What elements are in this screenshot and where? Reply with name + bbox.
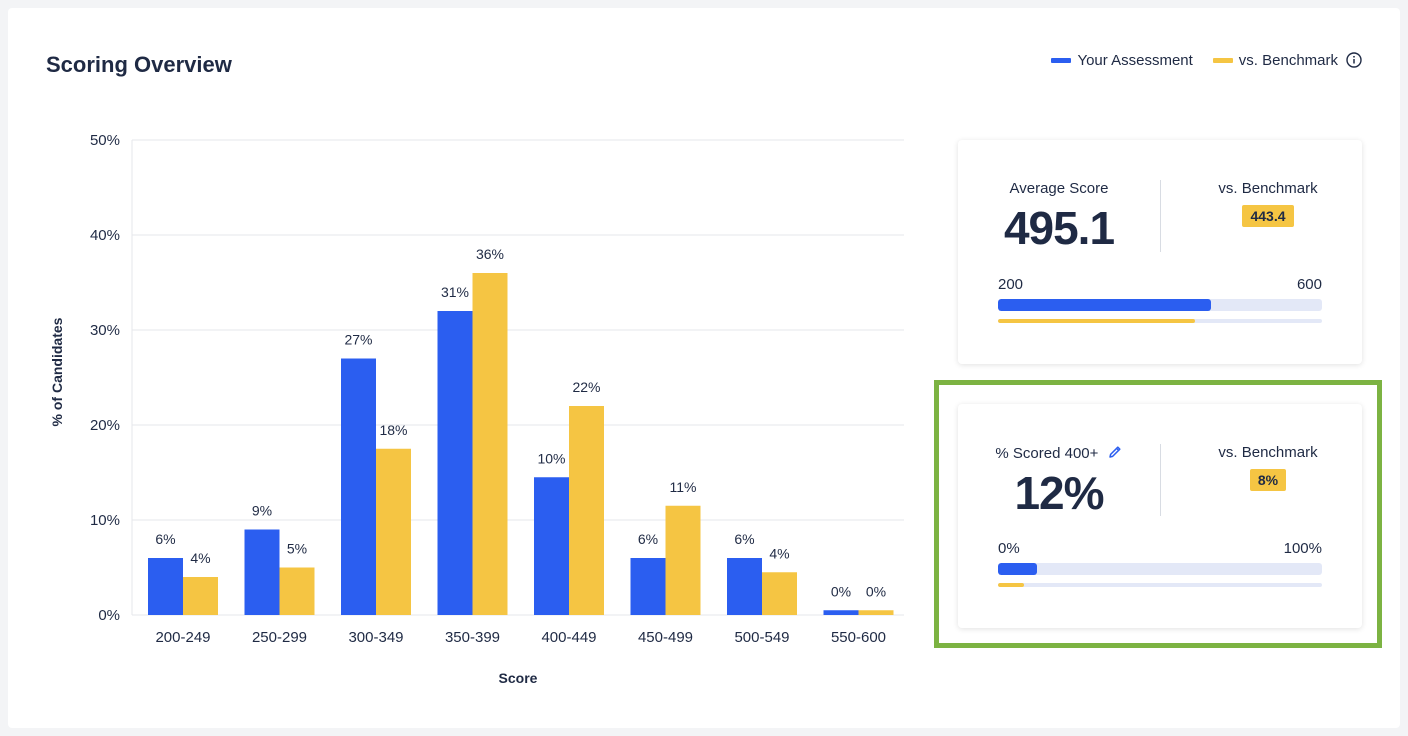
x-tick-label: 250-299	[252, 629, 307, 646]
bar-value-label: 4%	[190, 550, 210, 566]
y-tick-label: 10%	[90, 512, 120, 529]
legend-label-benchmark: vs. Benchmark	[1238, 51, 1338, 69]
average-range-min: 200	[998, 276, 1024, 293]
bar-value-label: 0%	[866, 583, 886, 599]
bar-assessment	[148, 558, 183, 615]
legend-item-benchmark: vs. Benchmark	[1212, 51, 1338, 69]
bar-value-label: 4%	[769, 545, 789, 561]
average-benchmark-fill	[998, 319, 1196, 323]
bar-value-label: 27%	[344, 332, 372, 348]
average-assessment-track	[998, 299, 1322, 311]
x-tick-label: 550-600	[831, 629, 886, 646]
scored-benchmark-badge: 8%	[1249, 469, 1287, 491]
x-tick-label: 350-399	[445, 629, 500, 646]
highlight-frame	[934, 380, 1382, 648]
y-tick-label: 0%	[98, 607, 120, 624]
bar-benchmark	[183, 577, 218, 615]
bar-assessment	[630, 558, 666, 615]
stat-divider	[1160, 444, 1161, 516]
bar-value-label: 6%	[734, 531, 754, 547]
average-benchmark-label: vs. Benchmark	[1218, 180, 1318, 197]
bar-assessment	[534, 477, 569, 615]
scored-assessment-track	[998, 563, 1322, 575]
x-tick-label: 200-249	[155, 629, 210, 646]
legend-item-assessment: Your Assessment	[1051, 51, 1193, 69]
x-axis-title: Score	[499, 670, 538, 686]
y-tick-label: 20%	[90, 417, 120, 434]
average-benchmark-badge: 443.4	[1242, 205, 1294, 227]
average-benchmark-track	[998, 319, 1322, 323]
chart-legend: Your Assessment vs. Benchmark	[1051, 50, 1362, 70]
bar-value-label: 10%	[537, 450, 565, 466]
x-tick-label: 500-549	[734, 629, 789, 646]
scored-benchmark-fill	[998, 583, 1024, 587]
bar-assessment	[244, 529, 280, 615]
bar-value-label: 9%	[252, 503, 272, 519]
bar-benchmark	[762, 572, 797, 615]
y-axis-title: % of Candidates	[49, 317, 65, 426]
page-title: Scoring Overview	[46, 52, 232, 77]
bar-benchmark	[665, 505, 701, 615]
x-tick-label: 450-499	[638, 629, 693, 646]
bar-value-label: 36%	[476, 246, 504, 262]
average-score-value: 495.1	[1003, 202, 1115, 254]
scored-range-labels: 0% 100%	[998, 540, 1322, 557]
bar-value-label: 31%	[441, 284, 469, 300]
legend-swatch-assessment	[1051, 57, 1072, 63]
scored-400-card: % Scored 400+ 12% vs. Benchmark 8% 0% 10…	[958, 404, 1362, 628]
y-tick-label: 50%	[90, 132, 120, 149]
scored-400-block: % Scored 400+ 12%	[958, 444, 1160, 520]
x-tick-label: 300-349	[348, 629, 403, 646]
scored-benchmark-label: vs. Benchmark	[1218, 444, 1318, 461]
y-tick-label: 40%	[90, 227, 120, 244]
bar-assessment	[727, 558, 762, 615]
bar-value-label: 0%	[831, 583, 851, 599]
score-distribution-chart: 0% 10% 20% 30% 40% 50% 6% 4% 200-249 9% 5% 250-299 2…	[49, 132, 904, 686]
average-score-card: Average Score 495.1 vs. Benchmark 443.4 …	[958, 140, 1362, 364]
x-tick-label: 400-449	[541, 629, 596, 646]
bar-benchmark	[279, 567, 315, 615]
average-score-label: Average Score	[1009, 180, 1109, 197]
bar-value-label: 5%	[287, 541, 307, 557]
bar-benchmark	[569, 406, 604, 615]
bar-benchmark	[376, 448, 411, 615]
bar-assessment	[341, 358, 376, 615]
legend-swatch-benchmark	[1212, 57, 1233, 63]
scored-benchmark-block: vs. Benchmark 8%	[1178, 444, 1358, 491]
average-range-labels: 200 600	[998, 276, 1322, 293]
bar-benchmark	[472, 273, 508, 615]
bar-assessment	[437, 311, 473, 615]
average-score-block: Average Score 495.1	[958, 180, 1160, 255]
scored-range-max: 100%	[1283, 540, 1322, 557]
bar-value-label: 6%	[638, 531, 658, 547]
average-range-max: 600	[1296, 276, 1322, 293]
scored-assessment-fill	[998, 563, 1037, 575]
stat-divider	[1160, 180, 1161, 252]
scored-400-label-row: % Scored 400+	[958, 444, 1160, 462]
pencil-icon[interactable]	[1107, 444, 1123, 460]
scored-range-min: 0%	[998, 540, 1020, 557]
y-tick-label: 30%	[90, 322, 120, 339]
bar-benchmark	[858, 610, 894, 615]
bar-value-label: 22%	[572, 379, 600, 395]
scored-benchmark-track	[998, 583, 1322, 587]
average-benchmark-block: vs. Benchmark 443.4	[1178, 180, 1358, 227]
average-assessment-fill	[998, 299, 1212, 311]
bar-value-label: 6%	[155, 531, 175, 547]
scored-400-label: % Scored 400+	[995, 445, 1099, 462]
info-circle-icon[interactable]	[1346, 52, 1362, 68]
scored-400-value: 12%	[1014, 467, 1104, 519]
legend-label-assessment: Your Assessment	[1077, 51, 1193, 69]
bar-assessment	[823, 610, 859, 615]
bar-value-label: 11%	[670, 479, 697, 495]
bar-value-label: 18%	[379, 422, 407, 438]
